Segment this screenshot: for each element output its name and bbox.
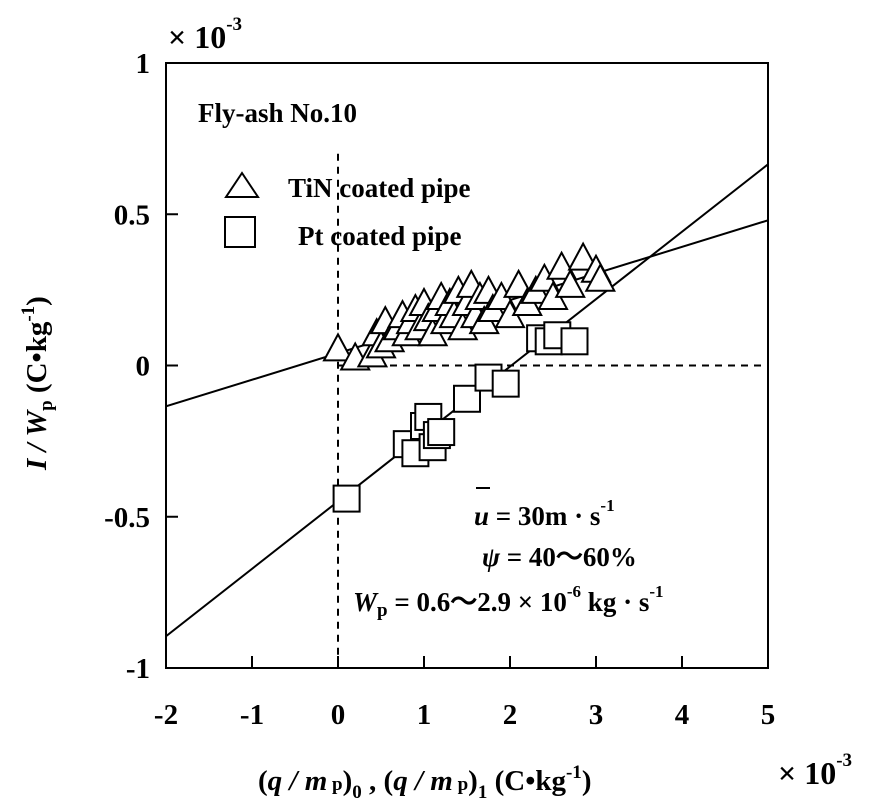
y-tick-label: -1 [126, 653, 150, 685]
triangle-marker [322, 332, 354, 362]
legend-label-tin: TiN coated pipe [288, 173, 471, 203]
square-marker [491, 369, 520, 398]
plot-annotation: Fly-ash No.10 [198, 98, 357, 128]
data-markers [322, 241, 616, 513]
condition-feed-rate: Wp = 0.6～2.9 × 10-6 kg · s-1 [353, 582, 664, 621]
y-multiplier: × 10-3 [168, 14, 242, 55]
x-tick-label: 2 [503, 699, 518, 731]
x-multiplier: × 10-3 [778, 750, 852, 791]
axis-ticks: -2 -1 0 1 2 3 4 5-1-0.500.51 [104, 48, 775, 731]
triangle-marker [567, 241, 599, 271]
x-axis-title: (q / m p)0 , (q / m p)1 (C•kg-1) [258, 762, 591, 803]
x-tick-label: 5 [761, 699, 776, 731]
y-axis-title: I / Wp (C•kg-1) [18, 296, 57, 471]
x-tick-label: 4 [675, 699, 690, 731]
x-tick-label: 0 [331, 699, 346, 731]
y-tick-label: 1 [136, 48, 151, 80]
legend-label-pt: Pt coated pipe [298, 221, 461, 251]
condition-humidity: ψ = 40～60% [482, 542, 637, 572]
y-tick-label: 0.5 [114, 199, 150, 231]
x-tick-label: 1 [417, 699, 432, 731]
legend-triangle-marker [224, 171, 260, 198]
x-tick-label: -1 [240, 699, 264, 731]
conditions: u = 30m · s-1 ψ = 40～60% Wp = 0.6～2.9 × … [353, 487, 664, 621]
square-marker [332, 484, 361, 513]
condition-velocity: u = 30m · s-1 [474, 496, 615, 531]
reference-lines [337, 153, 768, 668]
legend-square-marker [224, 216, 256, 248]
y-tick-label: -0.5 [104, 502, 150, 534]
square-marker [427, 418, 456, 447]
square-marker [560, 327, 589, 356]
x-tick-label: 3 [589, 699, 604, 731]
triangle-marker [554, 268, 586, 298]
x-tick-label: -2 [154, 699, 178, 731]
y-tick-label: 0 [136, 351, 151, 383]
triangle-marker [584, 262, 616, 292]
legend: TiN coated pipe Pt coated pipe [224, 171, 471, 251]
